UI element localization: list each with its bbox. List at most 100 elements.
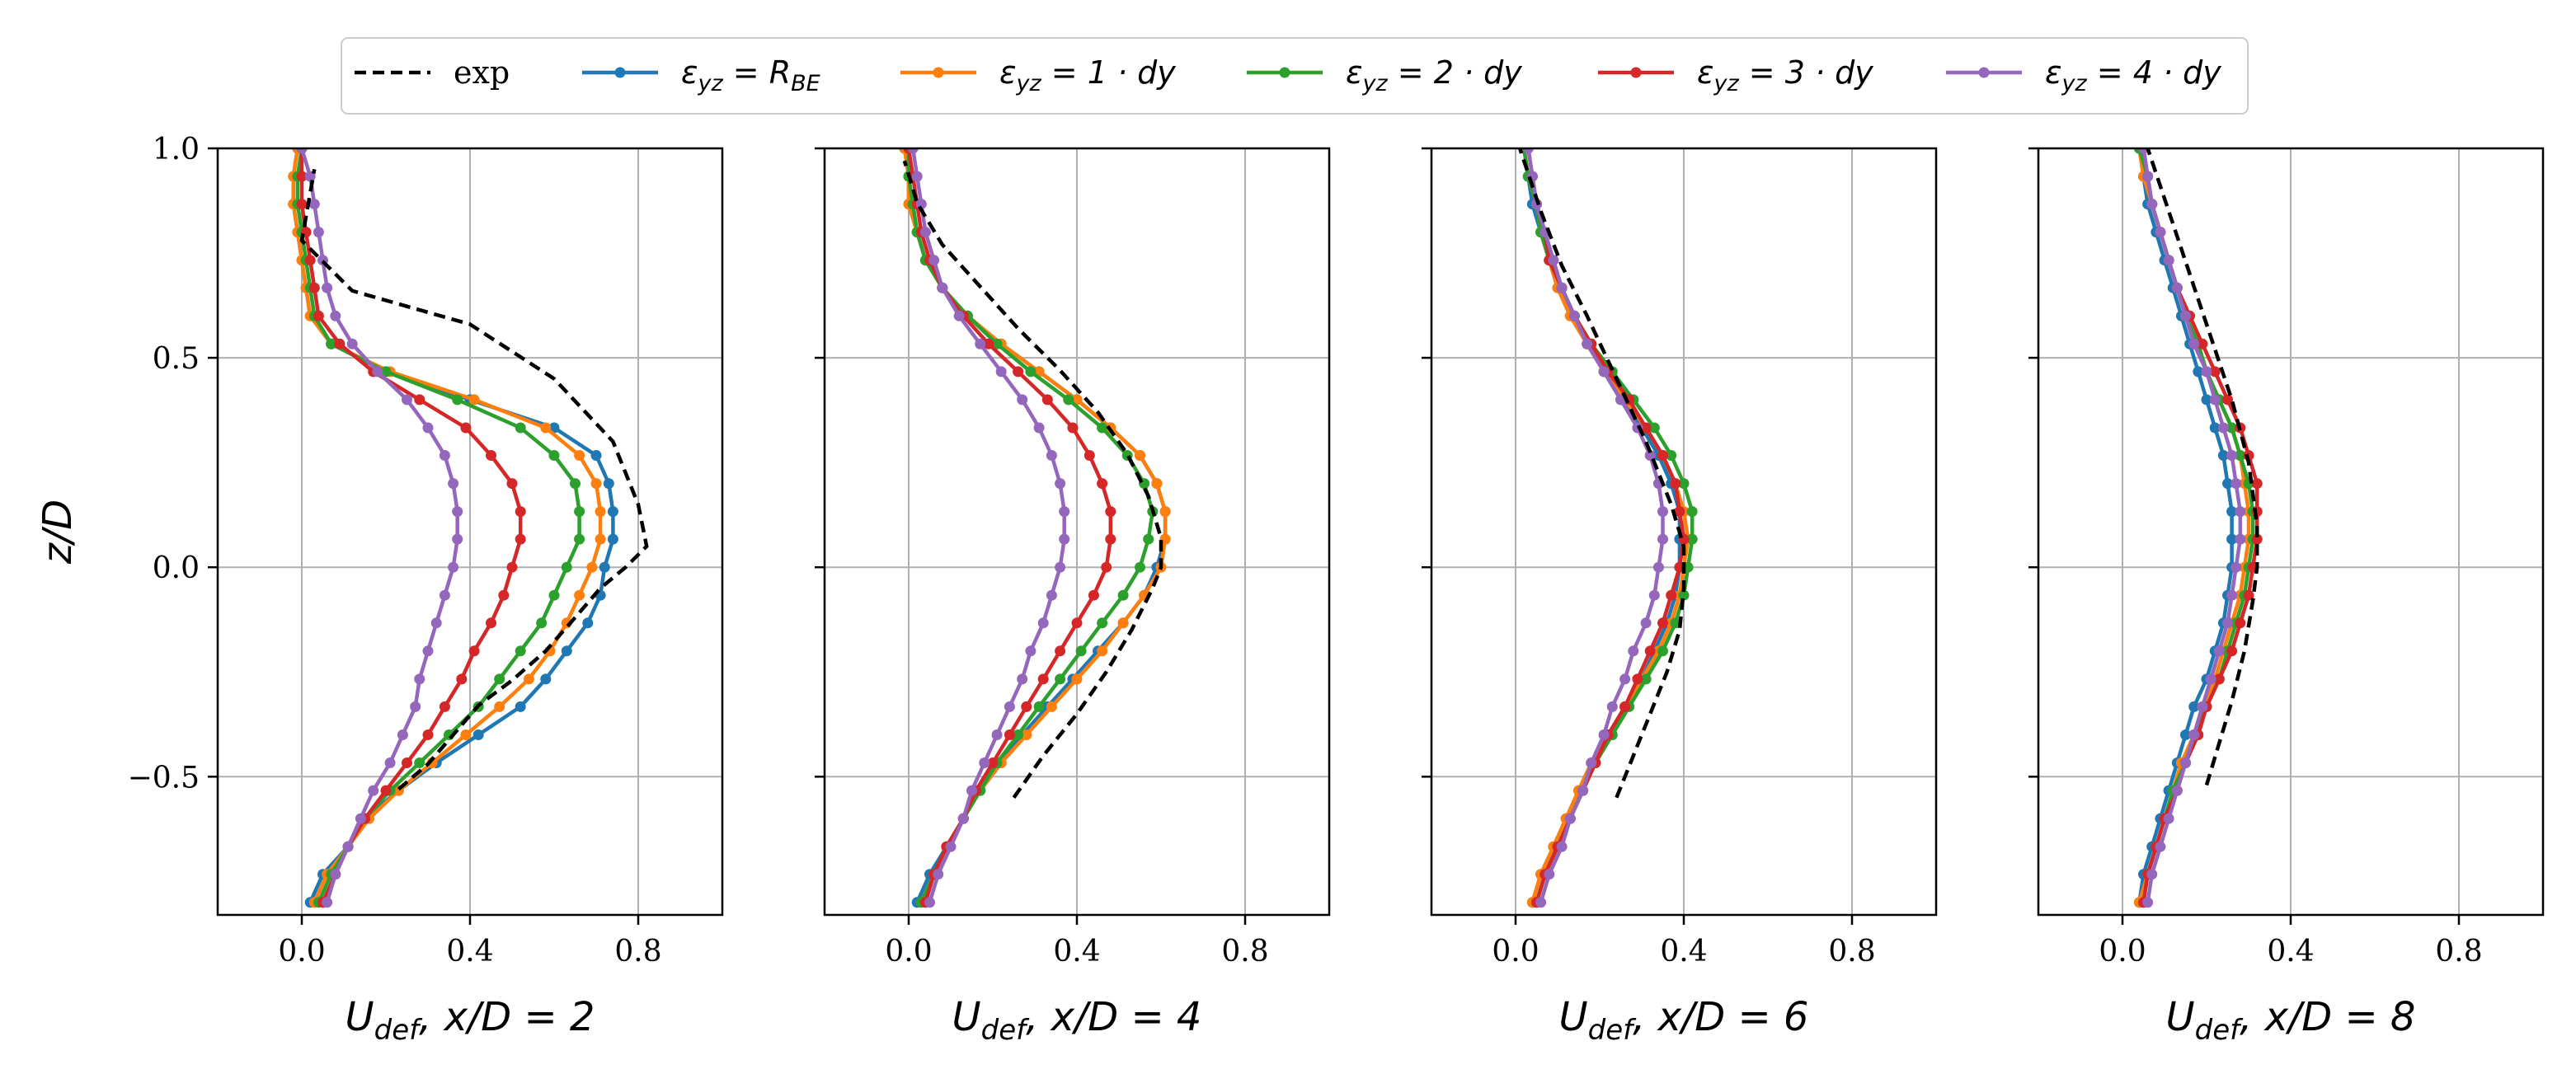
point-dy2 <box>1117 589 1129 601</box>
point-dy4 <box>2235 506 2246 518</box>
point-dy4 <box>2146 199 2158 210</box>
point-dy4 <box>1556 841 1568 852</box>
point-rbe <box>2222 478 2233 490</box>
point-dy3 <box>1037 673 1049 685</box>
point-dy4 <box>1017 394 1028 406</box>
point-dy4 <box>452 533 463 545</box>
point-dy3 <box>1021 701 1032 712</box>
point-dy3 <box>506 478 518 490</box>
point-dy4 <box>2235 533 2246 545</box>
point-dy4 <box>2201 366 2212 378</box>
point-dy3 <box>1013 366 1024 378</box>
legend-label-rbe: εyz = RBE <box>681 54 820 96</box>
point-dy2 <box>1678 478 1690 490</box>
point-dy4 <box>2230 478 2242 490</box>
point-dy4 <box>1628 645 1639 657</box>
series-line-rbe <box>2137 148 2234 903</box>
legend-marker-rbe <box>614 67 626 78</box>
point-dy4 <box>2180 757 2191 768</box>
point-rbe <box>2180 729 2191 740</box>
point-dy4 <box>1644 450 1656 461</box>
point-dy1 <box>494 701 505 712</box>
y-axis-label: z/D <box>35 499 81 565</box>
point-rbe <box>2209 422 2221 434</box>
point-dy3 <box>2251 533 2263 545</box>
x-tick-label: 0.4 <box>2267 935 2314 968</box>
point-dy4 <box>975 338 986 349</box>
point-dy2 <box>548 589 560 601</box>
point-rbe <box>607 506 618 518</box>
series-line-dy2 <box>2137 148 2255 903</box>
point-dy1 <box>586 561 598 573</box>
plot-area <box>2133 148 2263 908</box>
point-dy4 <box>452 506 463 518</box>
point-dy4 <box>1648 589 1660 601</box>
point-rbe <box>2188 701 2200 712</box>
point-dy4 <box>346 338 358 349</box>
point-dy2 <box>570 478 581 490</box>
x-tick-label: 0.4 <box>1660 935 1707 968</box>
point-dy3 <box>987 757 999 768</box>
point-dy4 <box>2155 841 2166 852</box>
series-line-dy3 <box>299 148 523 903</box>
point-dy1 <box>595 506 606 518</box>
point-dy4 <box>2217 422 2229 434</box>
point-dy1 <box>460 729 472 740</box>
point-rbe <box>540 673 552 685</box>
point-dy2 <box>515 645 526 657</box>
legend-label-dy1: εyz = 1 · dy <box>999 54 1176 96</box>
point-dy4 <box>2222 617 2233 629</box>
point-rbe <box>603 478 614 490</box>
point-dy3 <box>456 673 468 685</box>
point-dy3 <box>2226 645 2238 657</box>
x-tick-label: 0.8 <box>1221 935 1268 968</box>
point-dy4 <box>1606 701 1618 712</box>
point-dy3 <box>2222 394 2233 406</box>
point-dy3 <box>402 757 412 768</box>
y-tick-label: 0.5 <box>153 342 200 376</box>
x-tick-label: 0.0 <box>278 935 325 968</box>
point-dy4 <box>966 785 977 796</box>
point-dy4 <box>2171 785 2183 796</box>
point-rbe <box>2217 450 2229 461</box>
point-dy2 <box>1063 394 1074 406</box>
point-dy4 <box>330 869 341 880</box>
y-tick-label: 0.0 <box>153 551 200 585</box>
x-axis-label: Udef, x/D = 2 <box>346 994 595 1047</box>
series-line-exp <box>2146 148 2259 786</box>
point-dy4 <box>2205 673 2216 685</box>
point-dy3 <box>313 310 324 321</box>
point-dy1 <box>1097 645 1108 657</box>
point-dy4 <box>2146 869 2158 880</box>
point-dy4 <box>2226 589 2238 601</box>
point-dy4 <box>937 282 948 293</box>
legend: exp εyz = RBE εyz = 1 · dy εyz = 2 · dy εyz … <box>341 37 2249 115</box>
legend-label-exp: exp <box>454 54 510 91</box>
point-dy3 <box>506 561 518 573</box>
panel-3: 0.0 0.4 0.8 Udef, x/D = 6 <box>1422 147 1938 1047</box>
point-dy1 <box>540 422 552 434</box>
point-dy1 <box>523 673 534 685</box>
point-dy2 <box>1657 645 1668 657</box>
point-rbe <box>599 561 610 573</box>
point-dy4 <box>330 310 341 321</box>
series-line-dy1 <box>291 148 603 903</box>
point-dy1 <box>595 533 606 545</box>
point-dy2 <box>991 338 1003 349</box>
point-dy3 <box>1101 561 1112 573</box>
point-dy2 <box>1097 617 1108 629</box>
point-dy4 <box>342 841 354 852</box>
point-dy4 <box>1556 282 1568 293</box>
point-dy4 <box>1548 255 1559 266</box>
point-dy2 <box>1640 673 1652 685</box>
point-dy2 <box>326 338 337 349</box>
point-dy2 <box>1670 617 1681 629</box>
point-dy4 <box>919 227 931 238</box>
point-dy4 <box>422 422 434 434</box>
point-dy3 <box>1097 478 1108 490</box>
point-dy2 <box>1666 450 1677 461</box>
point-dy2 <box>1097 422 1108 434</box>
legend-label-dy3: εyz = 3 · dy <box>1697 54 1873 96</box>
legend-marker-dy4 <box>1978 67 1990 78</box>
